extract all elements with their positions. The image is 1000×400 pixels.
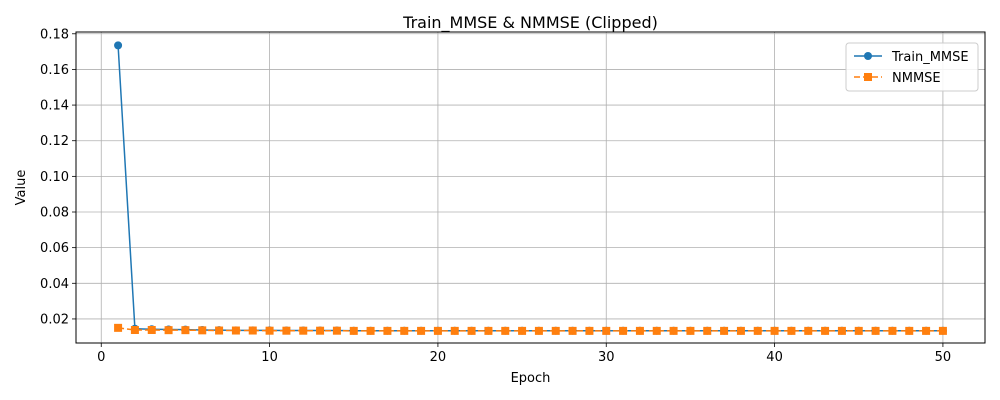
data-point-nmmse — [349, 326, 358, 335]
data-point-nmmse — [804, 326, 813, 335]
data-point-nmmse — [619, 326, 628, 335]
ticks: 0 10 20 30 40 50 0.02 0.04 0.06 0.08 0.10 0.12 0.14 0… — [40, 27, 951, 365]
data-point-nmmse — [198, 326, 207, 335]
data-point-nmmse — [568, 326, 577, 335]
x-axis-label: Epoch — [511, 371, 551, 386]
data-point-nmmse — [551, 326, 560, 335]
x-tick-label: 40 — [766, 350, 783, 365]
data-point-nmmse — [114, 323, 123, 332]
y-tick-label: 0.10 — [40, 170, 69, 185]
x-tick-label: 0 — [97, 350, 105, 365]
data-point-nmmse — [652, 326, 661, 335]
data-point-nmmse — [130, 325, 139, 334]
data-point-nmmse — [720, 326, 729, 335]
data-point-nmmse — [703, 326, 712, 335]
data-point-nmmse — [501, 326, 510, 335]
data-point-nmmse — [518, 326, 527, 335]
x-tick-label: 20 — [430, 350, 447, 365]
series-group — [114, 41, 947, 335]
data-point-nmmse — [888, 326, 897, 335]
data-point-nmmse — [467, 326, 476, 335]
data-point-nmmse — [753, 326, 762, 335]
y-tick-label: 0.14 — [40, 99, 69, 114]
y-tick-label: 0.04 — [40, 277, 69, 292]
data-point-nmmse — [181, 326, 190, 335]
data-point-nmmse — [248, 326, 257, 335]
data-point-nmmse — [215, 326, 224, 335]
legend: Train_MMSE NMMSE — [845, 42, 979, 92]
data-point-nmmse — [450, 326, 459, 335]
series-nmmse — [114, 323, 947, 335]
y-tick-label: 0.02 — [40, 312, 69, 327]
legend-label-train-mmse: Train_MMSE — [891, 50, 969, 65]
data-point-nmmse — [231, 326, 240, 335]
data-point-nmmse — [366, 326, 375, 335]
grid — [76, 32, 985, 343]
legend-box — [845, 42, 979, 92]
y-tick-label: 0.08 — [40, 206, 69, 221]
data-point-nmmse — [871, 326, 880, 335]
data-point-nmmse — [938, 326, 947, 335]
y-tick-label: 0.18 — [40, 27, 69, 42]
legend-label-nmmse: NMMSE — [892, 71, 941, 86]
data-point-nmmse — [787, 326, 796, 335]
data-point-nmmse — [484, 326, 493, 335]
x-tick-label: 30 — [598, 350, 615, 365]
data-point-nmmse — [602, 326, 611, 335]
x-tick-label: 10 — [261, 350, 278, 365]
data-point-nmmse — [770, 326, 779, 335]
data-point-nmmse — [854, 326, 863, 335]
data-point-nmmse — [400, 326, 409, 335]
plot-frame — [75, 31, 986, 344]
data-point-nmmse — [316, 326, 325, 335]
y-tick-label: 0.12 — [40, 134, 69, 149]
data-point-nmmse — [635, 326, 644, 335]
data-point-nmmse — [585, 326, 594, 335]
data-point-nmmse — [332, 326, 341, 335]
y-tick-label: 0.16 — [40, 63, 69, 78]
data-point-nmmse — [821, 326, 830, 335]
data-point-nmmse — [164, 326, 173, 335]
data-point-nmmse — [686, 326, 695, 335]
data-point-nmmse — [905, 326, 914, 335]
data-point-nmmse — [265, 326, 274, 335]
y-tick-label: 0.06 — [40, 241, 69, 256]
data-point-nmmse — [383, 326, 392, 335]
data-point-nmmse — [534, 326, 543, 335]
data-point-nmmse — [282, 326, 291, 335]
data-point-nmmse — [837, 326, 846, 335]
data-point-nmmse — [736, 326, 745, 335]
x-tick-label: 50 — [935, 350, 952, 365]
chart-title: Train_MMSE & NMMSE (Clipped) — [402, 13, 658, 33]
data-point-nmmse — [147, 325, 156, 334]
data-point-train-mmse — [114, 41, 123, 50]
data-point-nmmse — [922, 326, 931, 335]
data-point-nmmse — [669, 326, 678, 335]
legend-marker-nmmse — [864, 73, 872, 81]
data-point-nmmse — [299, 326, 308, 335]
y-axis-label: Value — [14, 170, 29, 206]
legend-marker-train-mmse — [864, 52, 872, 60]
data-point-nmmse — [417, 326, 426, 335]
data-point-nmmse — [433, 326, 442, 335]
